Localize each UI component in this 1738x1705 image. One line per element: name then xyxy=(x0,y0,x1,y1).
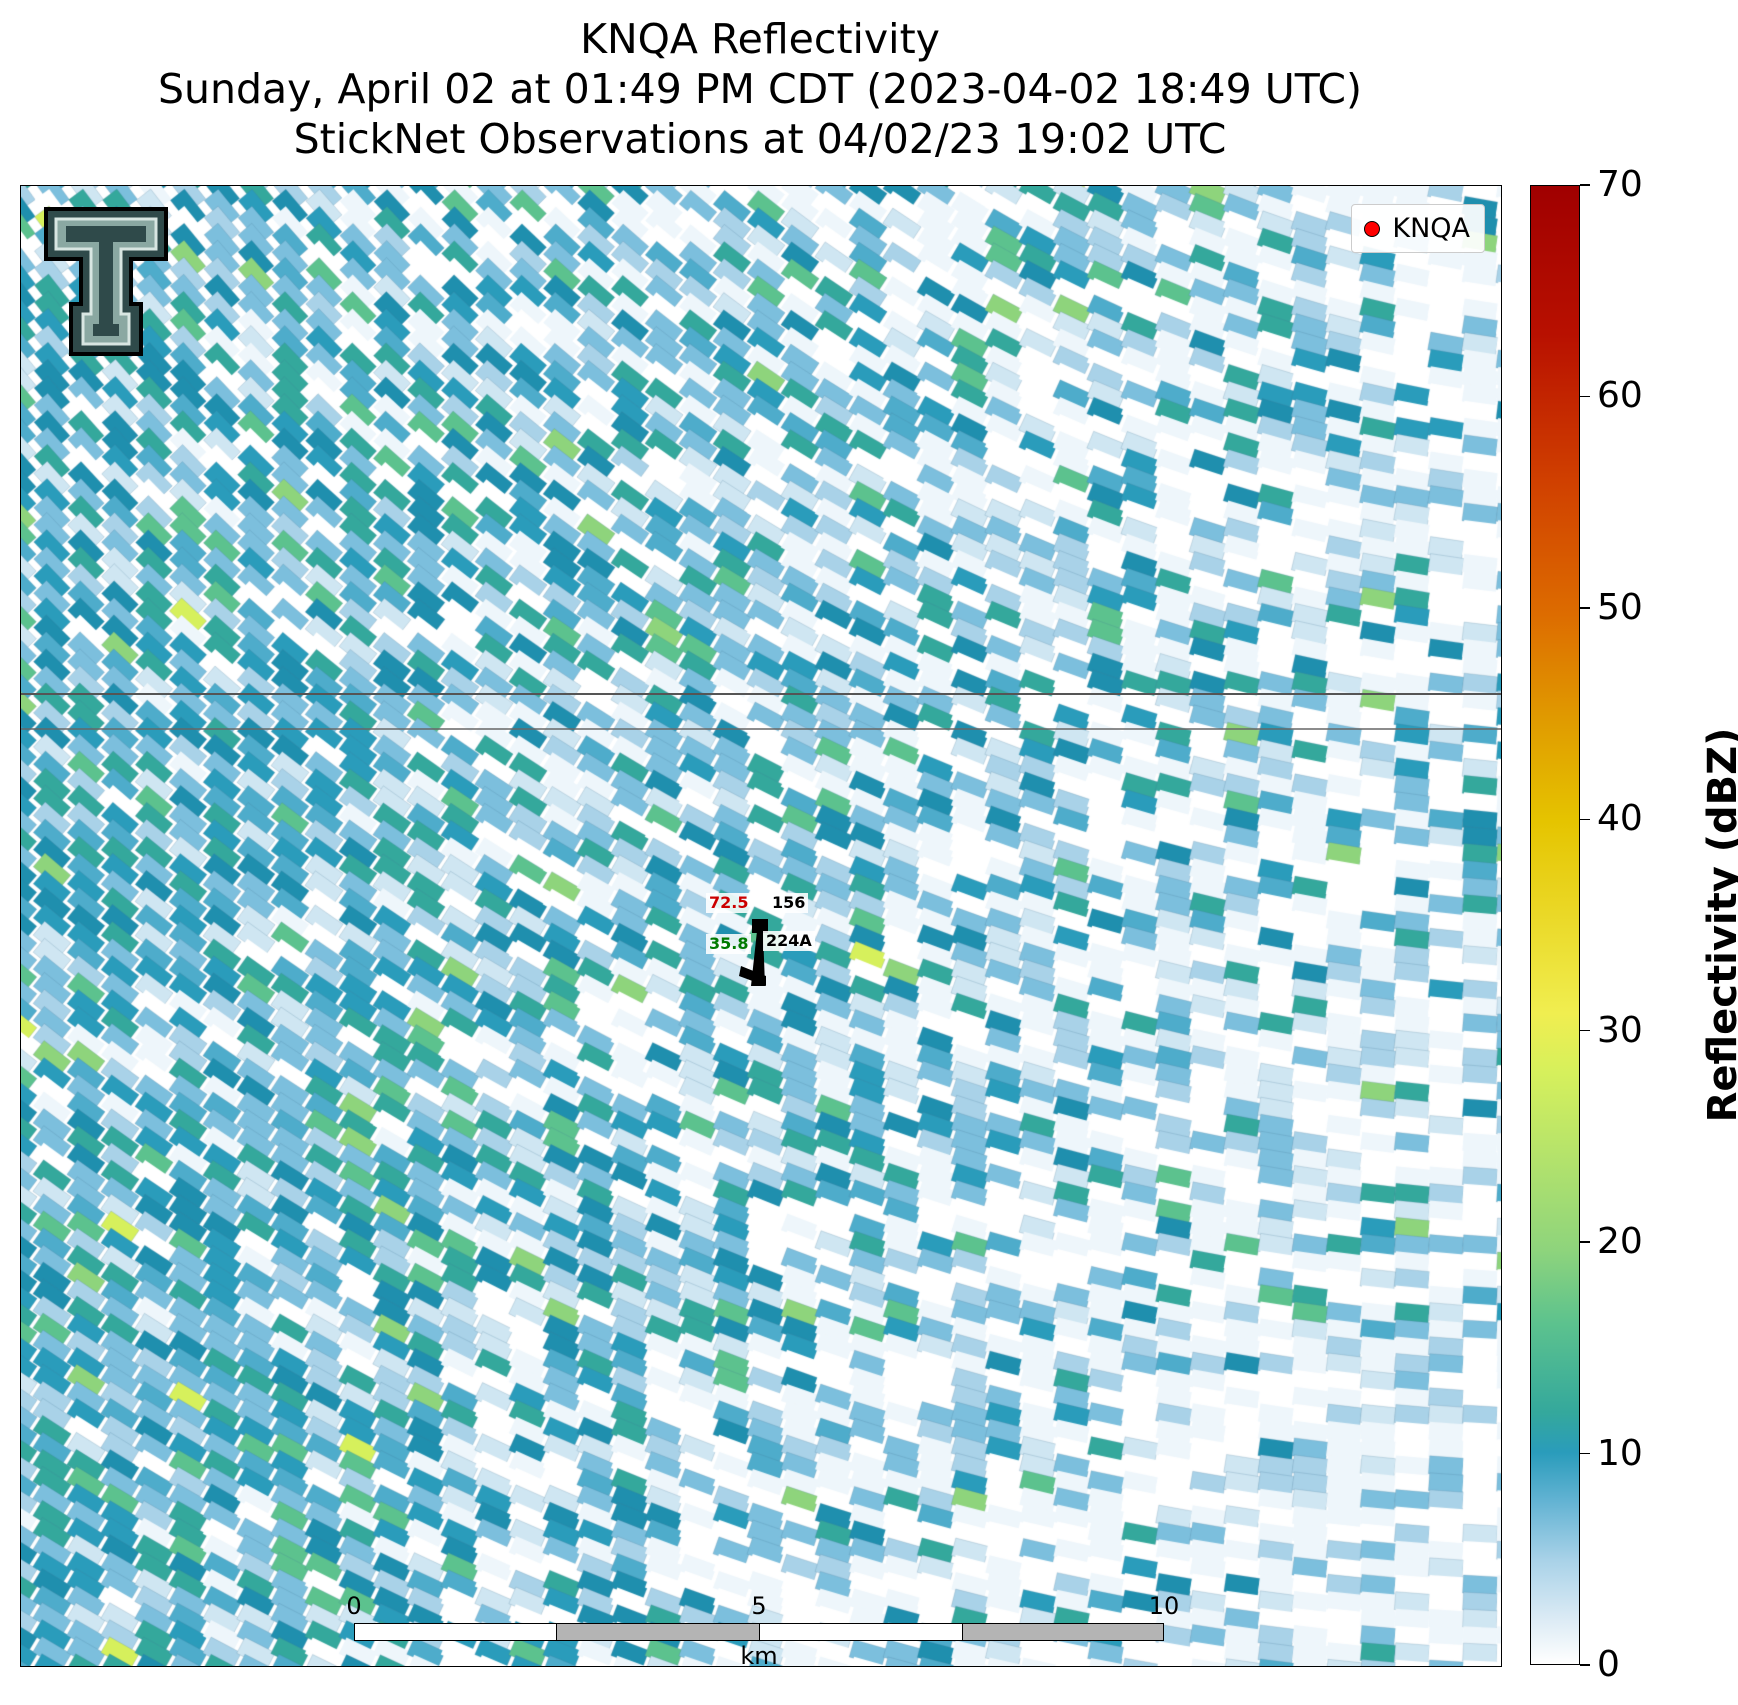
chart-title: KNQA Reflectivity Sunday, April 02 at 01… xyxy=(0,14,1520,164)
colorbar-tick-label-60: 60 xyxy=(1597,375,1643,417)
knqa-marker-icon xyxy=(1364,220,1381,237)
colorbar-tick-label-70: 70 xyxy=(1597,164,1643,205)
colorbar-tick-label-30: 30 xyxy=(1597,1009,1643,1051)
colorbar-tick-50 xyxy=(1580,607,1590,609)
colorbar-tick-10 xyxy=(1580,1452,1590,1455)
title-observations: StickNet Observations at 04/02/23 19:02 … xyxy=(293,115,1227,163)
colorbar xyxy=(1530,185,1580,1665)
map-overlay xyxy=(21,693,1501,986)
scale-bar: 0 5 10 km xyxy=(346,1592,1179,1666)
station-id-label: 156 xyxy=(769,893,809,913)
colorbar-label: Reflectivity (dBZ) xyxy=(1700,727,1738,1123)
scale-segment-2 xyxy=(556,1623,760,1641)
title-time: Sunday, April 02 at 01:49 PM CDT (2023-0… xyxy=(157,65,1362,113)
scale-tick-0: 0 xyxy=(346,1592,362,1620)
colorbar-tick-label-40: 40 xyxy=(1597,798,1643,840)
title-radar: KNQA Reflectivity xyxy=(580,15,940,63)
scale-segment-1 xyxy=(354,1623,557,1641)
scale-unit: km xyxy=(740,1642,778,1667)
colorbar-tick-label-0: 0 xyxy=(1597,1644,1620,1685)
station-id-bottom: 224A xyxy=(766,931,812,950)
dewpoint-value: 35.8 xyxy=(709,934,749,953)
colorbar-tick-30 xyxy=(1580,1029,1590,1032)
radar-map[interactable]: 72.5 156 35.8 224A KNQA 0 5 10 km xyxy=(20,185,1502,1667)
colorbar-tick-70 xyxy=(1580,184,1590,186)
station-marker xyxy=(739,919,768,986)
station-id-top: 156 xyxy=(772,893,806,912)
texas-tech-logo-icon xyxy=(44,207,168,356)
colorbar-tick-60 xyxy=(1580,395,1590,398)
scale-segment-4 xyxy=(962,1623,1164,1641)
temperature-value: 72.5 xyxy=(709,893,749,912)
colorbar-tick-label-20: 20 xyxy=(1597,1221,1643,1263)
temperature-label: 72.5 xyxy=(706,893,752,913)
dewpoint-label: 35.8 xyxy=(706,934,752,954)
scale-segment-3 xyxy=(759,1623,963,1641)
legend-label: KNQA xyxy=(1392,213,1470,244)
map-legend: KNQA xyxy=(1351,204,1485,253)
colorbar-tick-label-50: 50 xyxy=(1597,586,1643,628)
colorbar-tick-label-10: 10 xyxy=(1597,1432,1643,1474)
scale-tick-5: 5 xyxy=(751,1592,767,1620)
colorbar-tick-40 xyxy=(1580,818,1590,821)
station-id-label-2: 224A xyxy=(763,931,815,951)
colorbar-tick-20 xyxy=(1580,1241,1590,1243)
colorbar-tick-0 xyxy=(1580,1664,1590,1666)
scale-tick-10: 10 xyxy=(1148,1592,1180,1620)
